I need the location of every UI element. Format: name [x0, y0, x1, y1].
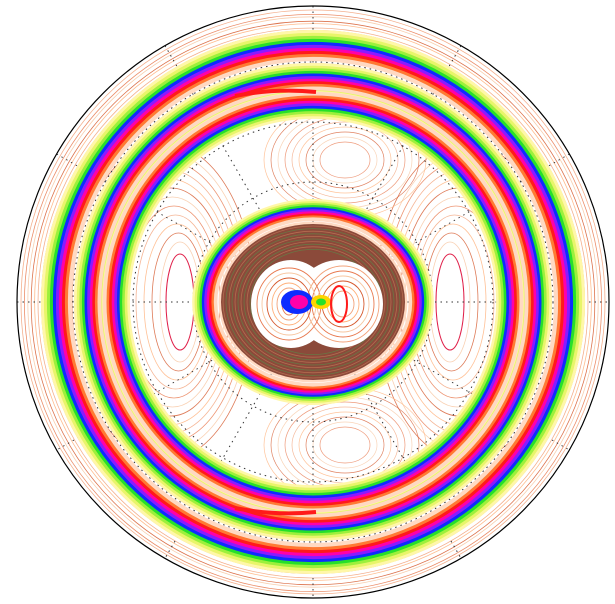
core-dense-contour	[234, 235, 392, 368]
outer-band-ring	[58, 47, 568, 557]
core-dense-contour	[240, 241, 386, 363]
polar-lobe-contour	[305, 416, 385, 474]
grid-circle	[72, 61, 554, 543]
core-dense-contour	[225, 228, 401, 376]
second-band-ring	[123, 112, 503, 492]
second-band-ring	[115, 104, 511, 500]
inner-band-ring	[199, 205, 427, 399]
second-band-ring	[76, 65, 550, 539]
second-band-ring	[79, 68, 547, 536]
outer-band-ring	[67, 56, 559, 548]
outer-ring-bands	[40, 29, 586, 575]
center-red-contour	[330, 285, 348, 323]
second-band-ring	[113, 102, 513, 502]
second-band-ring	[92, 81, 534, 523]
grid-circle	[132, 121, 494, 483]
second-band-ring	[84, 73, 542, 531]
second-band-ring	[97, 86, 529, 518]
polar-lobe-contour	[305, 131, 385, 189]
polar-lobe-contour	[319, 426, 371, 464]
thin-contour-ring	[20, 9, 606, 595]
inner-band-ring	[194, 201, 432, 403]
core-dense-contour	[237, 238, 389, 366]
polar-lobe-contour	[312, 421, 378, 469]
second-band-ring	[87, 76, 539, 528]
inner-band-ring	[204, 209, 422, 395]
core-right-lobe	[295, 260, 383, 348]
inner-band-ring	[209, 213, 417, 391]
outer-band-ring	[40, 29, 586, 575]
inner-band-ring	[218, 221, 408, 383]
second-band-ring	[89, 78, 537, 526]
core-dense-contour	[222, 225, 404, 379]
second-band-ring	[105, 94, 521, 510]
thin-contour-ring	[23, 13, 603, 593]
core-dense-contour	[231, 233, 395, 371]
second-band-ring	[126, 115, 500, 489]
inner-band-ring	[211, 215, 415, 389]
outer-band-ring	[55, 44, 571, 560]
outer-band-ring	[46, 35, 580, 569]
polar-lobe-contour	[298, 126, 392, 194]
outer-band-ring	[61, 50, 565, 554]
central-core	[221, 224, 405, 380]
second-band-ring	[118, 107, 508, 497]
core-dense-contour	[228, 230, 398, 374]
plot-boundary-circle	[16, 5, 610, 599]
inner-band-ring	[213, 217, 413, 387]
thin-contour-ring	[27, 16, 599, 588]
second-band-ring	[94, 83, 532, 521]
center-green-lobe	[316, 298, 326, 306]
second-band-ring	[81, 70, 545, 534]
inner-band-ring	[201, 207, 425, 397]
inner-band-ring	[206, 211, 420, 393]
outer-band-ring	[43, 32, 583, 572]
polar-lobe-contour	[298, 411, 392, 479]
outer-band-ring	[49, 38, 577, 566]
second-band-ring	[110, 99, 516, 505]
polar-lobe-contour	[291, 121, 399, 199]
inner-band-ring	[197, 203, 429, 401]
center-magenta-lobe	[290, 295, 308, 309]
lower-band-stripe	[234, 506, 317, 516]
upper-band-stripe	[234, 88, 317, 98]
outer-band-ring	[64, 53, 562, 551]
inner-band-ring	[192, 199, 434, 405]
polar-lobe-contour	[319, 141, 371, 179]
outer-band-ring	[52, 41, 574, 563]
second-band-ring	[120, 109, 506, 495]
second-band-ring	[107, 96, 519, 508]
second-band-ring	[74, 63, 552, 541]
